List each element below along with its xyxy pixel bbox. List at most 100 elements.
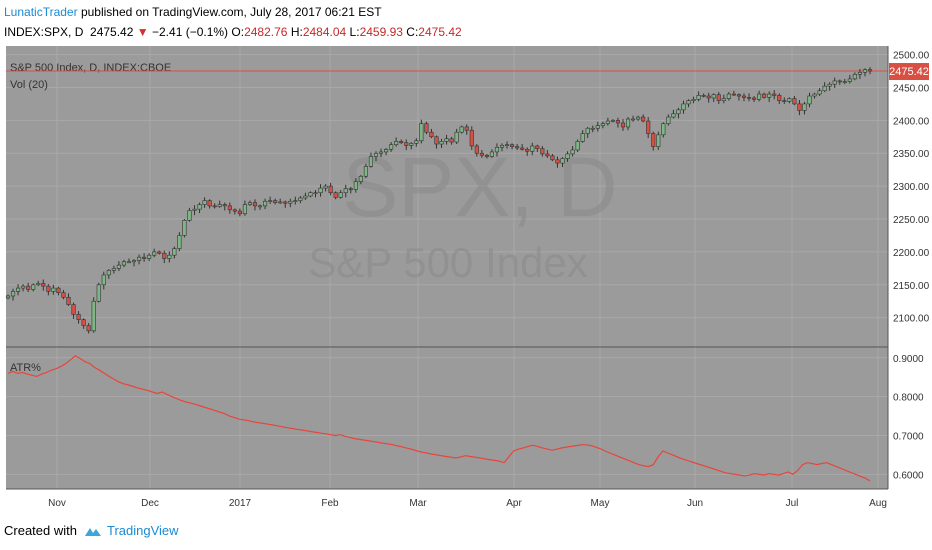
candle xyxy=(86,322,91,334)
candle xyxy=(96,282,101,303)
candle xyxy=(358,174,363,185)
candle-body xyxy=(852,74,857,80)
candle xyxy=(510,143,515,150)
candle-body xyxy=(389,144,394,150)
candle xyxy=(232,208,237,215)
candle xyxy=(777,93,782,104)
candle xyxy=(71,302,76,320)
open-label: O: xyxy=(231,25,245,39)
candle xyxy=(469,126,474,150)
candle-body xyxy=(520,147,525,150)
candle xyxy=(560,157,565,168)
candle-body xyxy=(303,195,308,199)
author-link[interactable]: LunaticTrader xyxy=(4,5,78,19)
candle-body xyxy=(61,292,66,298)
candle-body xyxy=(641,116,646,122)
candle-body xyxy=(555,159,560,164)
candle-body xyxy=(802,103,807,111)
candle xyxy=(827,82,832,91)
price-axis[interactable]: 2500.00 2450.00 2400.00 2350.00 2300.00 2250.… xyxy=(893,51,930,325)
candle xyxy=(656,131,661,150)
candle xyxy=(106,269,111,279)
candle-body xyxy=(535,145,540,149)
candle xyxy=(328,182,333,196)
candle-body xyxy=(610,120,615,122)
candle xyxy=(550,153,555,162)
footer: Created with TradingView xyxy=(4,523,179,538)
candle xyxy=(36,280,41,287)
atr-axis[interactable]: 0.9000 0.8000 0.7000 0.6000 xyxy=(893,354,924,482)
candle-body xyxy=(333,192,338,198)
price-tick-label: 2400.00 xyxy=(893,116,930,127)
time-tick-label: Aug xyxy=(869,498,887,509)
candle-body xyxy=(671,113,676,118)
candle-body xyxy=(328,185,333,194)
candle xyxy=(182,219,187,238)
candle-body xyxy=(767,93,772,98)
candle-body xyxy=(142,256,147,259)
candle xyxy=(237,208,242,217)
candle xyxy=(343,184,348,198)
atr-tick-label: 0.6000 xyxy=(893,470,924,481)
candle xyxy=(323,184,328,192)
candle-body xyxy=(550,155,555,161)
chart-canvas[interactable]: SPX, D S&P 500 Index S&P 500 Index, D, I… xyxy=(0,44,932,514)
candle xyxy=(61,290,66,300)
candle xyxy=(681,100,686,114)
candle xyxy=(56,286,61,296)
candle xyxy=(474,144,479,157)
candle xyxy=(252,199,258,211)
candle-body xyxy=(263,200,268,207)
candle-body xyxy=(157,251,162,254)
candle xyxy=(116,261,121,271)
candle-body xyxy=(661,123,666,136)
candle-body xyxy=(384,148,389,153)
candle-body xyxy=(862,69,868,73)
candle xyxy=(353,178,358,193)
candle-body xyxy=(288,200,293,204)
candle-body xyxy=(585,127,590,134)
candle xyxy=(555,156,560,168)
time-axis[interactable]: Nov Dec 2017 Feb Mar Apr May Jun Jul Aug xyxy=(48,498,887,509)
close-label: C: xyxy=(406,25,419,39)
candle xyxy=(384,147,389,156)
candle xyxy=(706,92,711,103)
candle xyxy=(741,93,747,102)
candle xyxy=(595,121,600,132)
candle-body xyxy=(706,95,711,99)
candle xyxy=(41,279,46,291)
candle xyxy=(278,198,283,204)
candle-body xyxy=(414,140,419,144)
candle xyxy=(399,139,404,145)
candle xyxy=(46,284,51,296)
candle xyxy=(731,90,736,97)
time-tick-label: Jul xyxy=(786,498,799,509)
candle xyxy=(162,250,167,264)
candle-body xyxy=(26,285,31,290)
candle xyxy=(646,117,651,139)
candle xyxy=(152,248,157,258)
candle xyxy=(81,318,86,329)
candle xyxy=(207,199,212,209)
candle xyxy=(585,126,590,139)
candle-body xyxy=(469,129,474,147)
candle xyxy=(419,119,424,144)
candle xyxy=(736,93,741,101)
price-tick-label: 2250.00 xyxy=(893,215,930,226)
candle-series xyxy=(5,67,873,334)
candle xyxy=(424,121,429,135)
down-arrow-icon: ▼ xyxy=(136,25,149,39)
candle xyxy=(247,200,253,206)
candle xyxy=(842,78,847,85)
candle xyxy=(746,93,752,102)
candle-body xyxy=(515,146,520,149)
high-value: 2484.04 xyxy=(302,25,347,39)
candle xyxy=(293,196,298,205)
candle xyxy=(535,144,540,152)
candle xyxy=(711,93,716,102)
candle-body xyxy=(242,204,247,215)
candle-body xyxy=(192,208,197,211)
candle xyxy=(363,163,368,179)
tradingview-logo[interactable]: TradingView xyxy=(83,523,179,538)
candle xyxy=(636,115,641,122)
